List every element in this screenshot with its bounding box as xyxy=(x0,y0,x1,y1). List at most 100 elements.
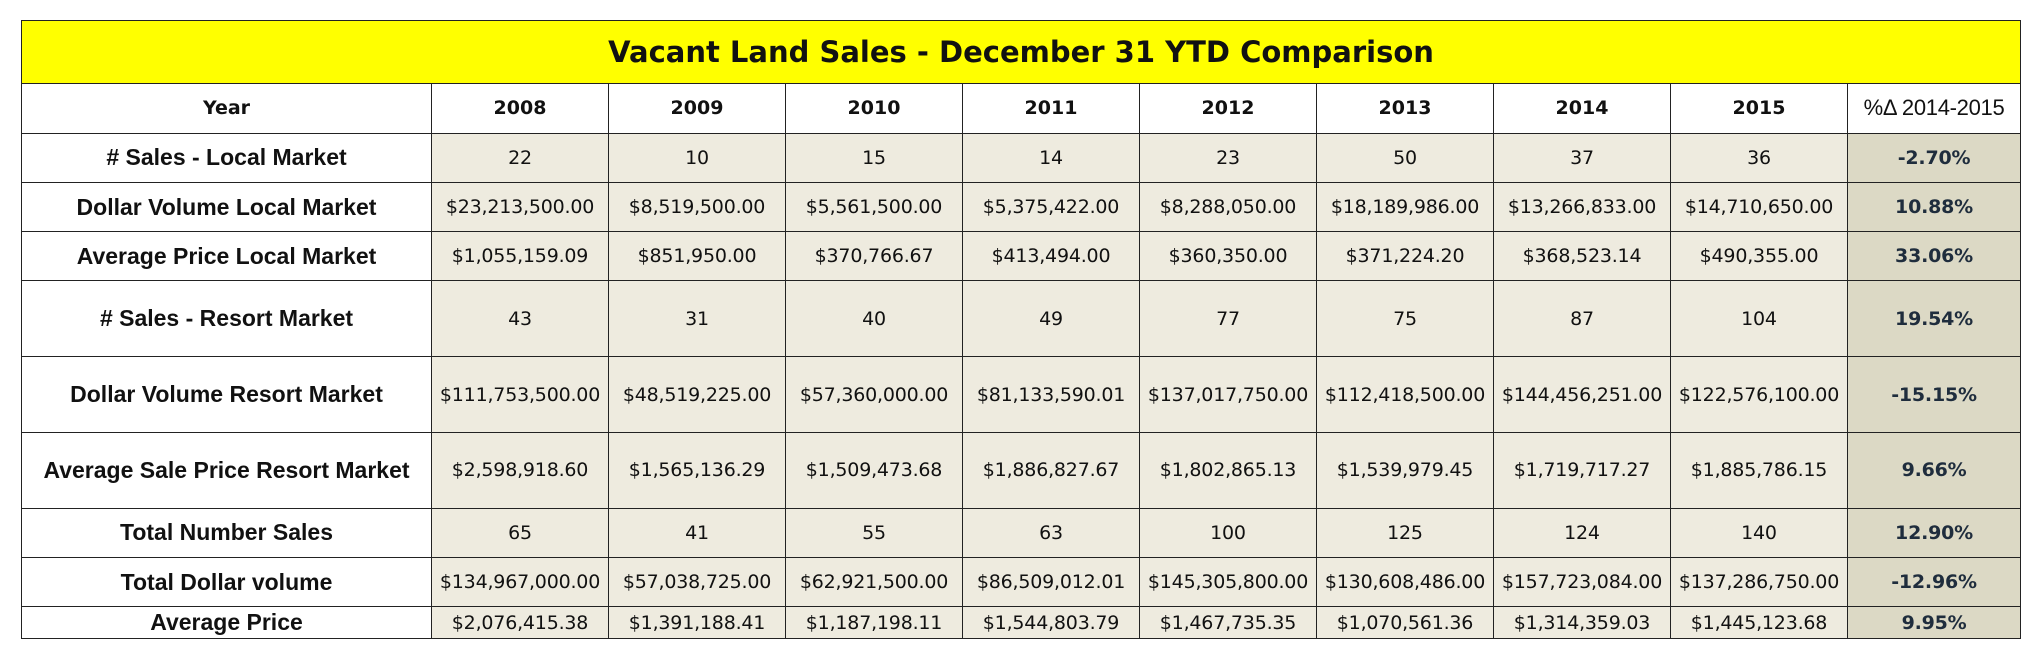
title-row: Vacant Land Sales - December 31 YTD Comp… xyxy=(20,20,2022,84)
value-cell: 87 xyxy=(1493,280,1671,358)
value-cell: 75 xyxy=(1316,280,1494,358)
year-header-2008: 2008 xyxy=(431,82,609,134)
pct-change-header: %Δ 2014-2015 xyxy=(1846,82,2022,134)
value-cell: $2,598,918.60 xyxy=(431,431,609,509)
value-cell: 104 xyxy=(1670,280,1848,358)
value-cell: $134,967,000.00 xyxy=(431,556,609,608)
year-header-2013: 2013 xyxy=(1316,82,1494,134)
value-cell: $1,885,786.15 xyxy=(1670,431,1848,509)
table-row: # Sales - Resort Market 43 31 40 49 77 75 87 104… xyxy=(21,280,2022,358)
value-cell: $57,360,000.00 xyxy=(785,356,963,433)
value-cell: 15 xyxy=(785,132,963,183)
year-header-2015: 2015 xyxy=(1670,82,1848,134)
row-label: Total Dollar volume xyxy=(21,556,432,608)
pct-change-cell: 10.88% xyxy=(1846,181,2022,233)
table-row: Total Dollar volume $134,967,000.00 $57,03… xyxy=(21,556,2022,608)
value-cell: $360,350.00 xyxy=(1139,231,1317,282)
value-cell: $1,314,359.03 xyxy=(1493,606,1671,639)
value-cell: $157,723,084.00 xyxy=(1493,556,1671,608)
value-cell: $130,608,486.00 xyxy=(1316,556,1494,608)
year-header-2009: 2009 xyxy=(608,82,786,134)
value-cell: 22 xyxy=(431,132,609,183)
value-cell: $8,288,050.00 xyxy=(1139,181,1317,233)
value-cell: 14 xyxy=(962,132,1140,183)
table-title: Vacant Land Sales - December 31 YTD Comp… xyxy=(20,20,2022,84)
table-row: Total Number Sales 65 41 55 63 100 125 124 140 12… xyxy=(21,507,2022,558)
row-label: # Sales - Resort Market xyxy=(21,280,432,358)
value-cell: $1,391,188.41 xyxy=(608,606,786,639)
pct-change-cell: -2.70% xyxy=(1846,132,2022,183)
row-label: # Sales - Local Market xyxy=(21,132,432,183)
value-cell: $368,523.14 xyxy=(1493,231,1671,282)
value-cell: 23 xyxy=(1139,132,1317,183)
year-header-2010: 2010 xyxy=(785,82,963,134)
year-header-2011: 2011 xyxy=(962,82,1140,134)
value-cell: $1,187,198.11 xyxy=(785,606,963,639)
table-row: # Sales - Local Market 22 10 15 14 23 50 37 36 -2… xyxy=(21,132,2022,183)
value-cell: $81,133,590.01 xyxy=(962,356,1140,433)
value-cell: $1,539,979.45 xyxy=(1316,431,1494,509)
value-cell: $137,286,750.00 xyxy=(1670,556,1848,608)
pct-change-cell: 9.66% xyxy=(1846,431,2022,509)
value-cell: 49 xyxy=(962,280,1140,358)
pct-change-cell: 9.95% xyxy=(1846,606,2022,639)
value-cell: $1,565,136.29 xyxy=(608,431,786,509)
value-cell: $122,576,100.00 xyxy=(1670,356,1848,433)
value-cell: $145,305,800.00 xyxy=(1139,556,1317,608)
value-cell: $111,753,500.00 xyxy=(431,356,609,433)
value-cell: 50 xyxy=(1316,132,1494,183)
vacant-land-sales-table: Vacant Land Sales - December 31 YTD Comp… xyxy=(20,20,2022,639)
value-cell: $137,017,750.00 xyxy=(1139,356,1317,433)
year-header-2014: 2014 xyxy=(1493,82,1671,134)
table-row: Average Price $2,076,415.38 $1,391,188.41 $… xyxy=(21,606,2022,639)
table-row: Dollar Volume Resort Market $111,753,500.… xyxy=(21,356,2022,433)
value-cell: 63 xyxy=(962,507,1140,558)
row-label: Dollar Volume Resort Market xyxy=(21,356,432,433)
value-cell: $13,266,833.00 xyxy=(1493,181,1671,233)
value-cell: $851,950.00 xyxy=(608,231,786,282)
value-cell: $1,719,717.27 xyxy=(1493,431,1671,509)
value-cell: 40 xyxy=(785,280,963,358)
value-cell: $5,561,500.00 xyxy=(785,181,963,233)
value-cell: 37 xyxy=(1493,132,1671,183)
row-label: Average Sale Price Resort Market xyxy=(21,431,432,509)
value-cell: $57,038,725.00 xyxy=(608,556,786,608)
value-cell: $5,375,422.00 xyxy=(962,181,1140,233)
value-cell: $62,921,500.00 xyxy=(785,556,963,608)
year-header-2012: 2012 xyxy=(1139,82,1317,134)
value-cell: $14,710,650.00 xyxy=(1670,181,1848,233)
value-cell: 100 xyxy=(1139,507,1317,558)
value-cell: $1,445,123.68 xyxy=(1670,606,1848,639)
value-cell: 43 xyxy=(431,280,609,358)
row-label: Average Price xyxy=(21,606,432,639)
value-cell: $413,494.00 xyxy=(962,231,1140,282)
pct-change-cell: 33.06% xyxy=(1846,231,2022,282)
pct-change-cell: 19.54% xyxy=(1846,280,2022,358)
value-cell: $1,467,735.35 xyxy=(1139,606,1317,639)
value-cell: 55 xyxy=(785,507,963,558)
value-cell: 41 xyxy=(608,507,786,558)
value-cell: 65 xyxy=(431,507,609,558)
value-cell: $370,766.67 xyxy=(785,231,963,282)
year-column-header: Year xyxy=(21,82,432,134)
value-cell: $8,519,500.00 xyxy=(608,181,786,233)
value-cell: $1,055,159.09 xyxy=(431,231,609,282)
pct-change-cell: -12.96% xyxy=(1846,556,2022,608)
value-cell: $48,519,225.00 xyxy=(608,356,786,433)
table-row: Average Sale Price Resort Market $2,598,9… xyxy=(21,431,2022,509)
row-label: Total Number Sales xyxy=(21,507,432,558)
value-cell: $1,544,803.79 xyxy=(962,606,1140,639)
value-cell: $144,456,251.00 xyxy=(1493,356,1671,433)
value-cell: 125 xyxy=(1316,507,1494,558)
header-row: Year 2008 2009 2010 2011 2012 2013 2014 … xyxy=(21,82,2022,134)
value-cell: $1,802,865.13 xyxy=(1139,431,1317,509)
value-cell: 36 xyxy=(1670,132,1848,183)
value-cell: $490,355.00 xyxy=(1670,231,1848,282)
value-cell: 140 xyxy=(1670,507,1848,558)
pct-change-cell: 12.90% xyxy=(1846,507,2022,558)
table-row: Average Price Local Market $1,055,159.09 $… xyxy=(21,231,2022,282)
value-cell: $86,509,012.01 xyxy=(962,556,1140,608)
value-cell: $18,189,986.00 xyxy=(1316,181,1494,233)
value-cell: $2,076,415.38 xyxy=(431,606,609,639)
value-cell: 10 xyxy=(608,132,786,183)
